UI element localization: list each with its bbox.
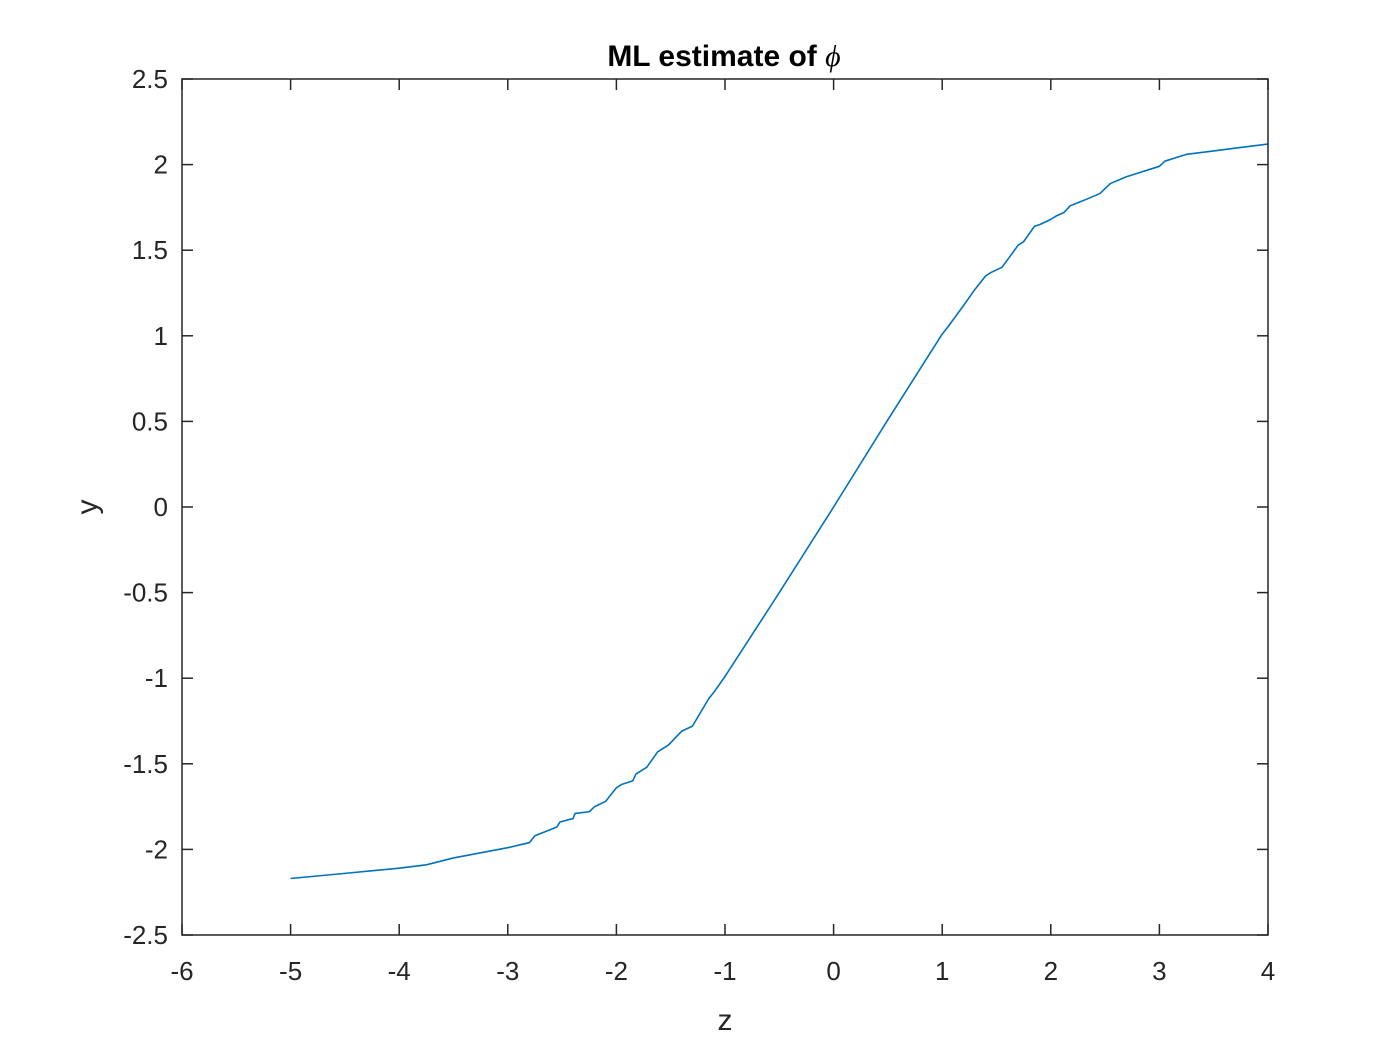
y-tick-label: 2	[154, 150, 168, 180]
x-axis-label: z	[718, 1004, 733, 1037]
y-tick-labels: -2.5 -2 -1.5 -1 -0.5 0 0.5 1 1.5 2 2.5	[123, 64, 168, 950]
chart-title-text: ML estimate of	[607, 40, 825, 73]
y-tick-label: 0	[154, 492, 168, 522]
y-tick-label: -2.5	[123, 920, 168, 950]
series-line	[290, 143, 1269, 880]
y-tick-label: -0.5	[123, 578, 168, 608]
y-tick-label: -2	[145, 834, 168, 864]
x-tick-label: -3	[496, 956, 519, 986]
x-tick-label: -6	[170, 956, 193, 986]
y-tick-label: 1.5	[132, 235, 168, 265]
chart-title: ML estimate of ϕ	[607, 40, 840, 73]
x-tick-label: -2	[605, 956, 628, 986]
y-tick-label: -1.5	[123, 749, 168, 779]
plot-area	[290, 143, 1269, 880]
x-tick-label: -1	[713, 956, 736, 986]
y-axis-label: y	[71, 500, 104, 515]
x-tick-label: 3	[1152, 956, 1166, 986]
axes-box	[181, 78, 1269, 936]
x-tick-labels: -6 -5 -4 -3 -2 -1 0 1 2 3 4	[170, 956, 1275, 986]
x-tick-label: 2	[1044, 956, 1058, 986]
x-tick-label: -4	[388, 956, 411, 986]
x-tick-label: 1	[935, 956, 949, 986]
x-tick-label: 4	[1261, 956, 1275, 986]
y-tick-label: 0.5	[132, 406, 168, 436]
chart-title-symbol: ϕ	[825, 40, 841, 73]
y-tick-label: 2.5	[132, 64, 168, 94]
x-tick-label: -5	[279, 956, 302, 986]
y-tick-label: 1	[154, 321, 168, 351]
y-tick-label: -1	[145, 663, 168, 693]
x-tick-label: 0	[826, 956, 840, 986]
